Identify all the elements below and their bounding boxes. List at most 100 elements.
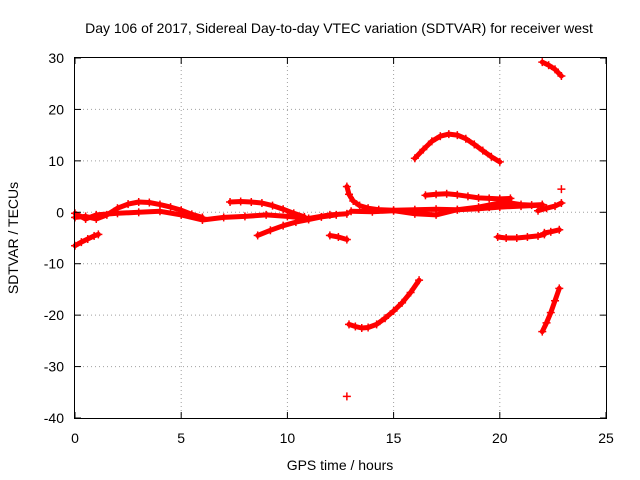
data-point — [155, 207, 164, 216]
data-point — [461, 134, 470, 143]
data-point — [177, 210, 186, 219]
data-point — [546, 227, 555, 236]
data-point — [279, 221, 288, 230]
series-arc-13 — [485, 199, 547, 212]
data-point — [236, 197, 245, 206]
y-tick-label: -20 — [44, 307, 64, 323]
data-point — [113, 209, 122, 218]
data-point — [432, 210, 441, 219]
data-point — [389, 206, 398, 215]
chart-title: Day 106 of 2017, Sidereal Day-to-day VTE… — [85, 20, 593, 36]
series-arc-6 — [325, 231, 351, 244]
data-point — [474, 193, 483, 202]
data-point — [83, 235, 92, 244]
data-point — [344, 190, 353, 199]
data-point — [253, 231, 262, 240]
data-point — [542, 318, 551, 327]
series-line — [346, 277, 422, 331]
data-point — [544, 61, 553, 70]
data-point — [421, 191, 430, 200]
data-point — [453, 131, 462, 140]
y-tick-label: 0 — [56, 204, 64, 220]
series-line — [535, 200, 564, 214]
data-point — [283, 212, 292, 221]
y-tick-label: 20 — [48, 101, 64, 117]
series-arc-10 — [410, 130, 504, 166]
data-point — [534, 206, 543, 215]
y-tick-label: 10 — [48, 153, 64, 169]
y-axis-tick-labels: -40 -30 -20 -10 0 10 20 30 — [44, 50, 64, 426]
plot-frame — [74, 57, 607, 419]
data-point — [415, 276, 424, 285]
y-tick-label: -10 — [44, 256, 64, 272]
data-point — [398, 298, 407, 307]
y-tick-label: -40 — [44, 410, 64, 426]
x-tick-label: 5 — [177, 430, 185, 446]
data-point — [389, 307, 398, 316]
data-point — [538, 327, 547, 336]
x-tick-label: 0 — [71, 430, 79, 446]
series-arc-5 — [253, 210, 341, 240]
data-point — [538, 58, 547, 67]
x-axis-label: GPS time / hours — [287, 457, 394, 473]
data-point — [344, 320, 353, 329]
data-point — [487, 152, 496, 161]
x-tick-label: 25 — [598, 430, 614, 446]
data-point — [419, 145, 428, 154]
data-point — [470, 140, 479, 149]
data-point — [551, 296, 560, 305]
data-point — [485, 194, 494, 203]
series-arc-1 — [71, 230, 103, 250]
data-point — [325, 231, 334, 240]
data-point — [372, 320, 381, 329]
data-point — [351, 322, 360, 331]
data-point — [478, 146, 487, 155]
data-point — [557, 185, 566, 194]
data-point — [155, 200, 164, 209]
data-point — [546, 308, 555, 317]
data-point — [557, 72, 566, 80]
data-point — [453, 205, 462, 214]
data-point — [381, 314, 390, 323]
data-point — [495, 157, 504, 166]
data-point — [427, 137, 436, 146]
data-point — [317, 212, 326, 221]
data-point — [279, 205, 288, 214]
data-point — [551, 65, 560, 74]
data-point — [442, 189, 451, 198]
data-point — [77, 238, 86, 247]
data-point — [226, 198, 235, 206]
series-arc-9 — [344, 276, 424, 332]
data-point — [334, 232, 343, 241]
data-point — [555, 225, 564, 234]
data-point — [342, 182, 351, 191]
series-arc-12 — [493, 230, 549, 242]
data-point — [364, 323, 373, 332]
data-point — [436, 132, 445, 141]
series-isolated-2 — [557, 185, 566, 194]
data-point — [342, 235, 351, 244]
data-point — [557, 199, 566, 208]
data-point — [219, 213, 228, 222]
data-point — [291, 218, 300, 227]
data-point — [124, 200, 133, 209]
series-arc-14 — [538, 58, 566, 80]
x-tick-label: 10 — [280, 430, 296, 446]
x-tick-label: 15 — [386, 430, 402, 446]
x-tick-label: 20 — [492, 430, 508, 446]
x-axis-tick-labels: 0 5 10 15 20 25 — [71, 430, 614, 446]
data-point — [444, 130, 453, 139]
data-point — [368, 207, 377, 216]
data-point — [332, 210, 341, 219]
data-point — [453, 190, 462, 199]
data-point — [266, 226, 275, 235]
data-series — [71, 58, 566, 401]
data-point — [342, 209, 351, 218]
y-tick-label: -30 — [44, 359, 64, 375]
y-tick-label: 30 — [48, 50, 64, 66]
data-point — [347, 207, 356, 216]
data-point — [555, 284, 564, 293]
data-point — [240, 212, 249, 221]
data-point — [257, 199, 266, 208]
